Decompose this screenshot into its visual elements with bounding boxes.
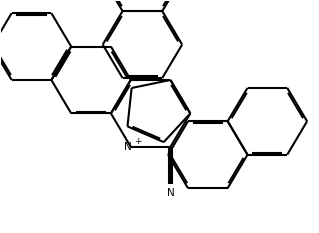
Text: N: N [124, 142, 132, 152]
Text: +: + [134, 137, 142, 146]
Text: N: N [167, 188, 174, 198]
